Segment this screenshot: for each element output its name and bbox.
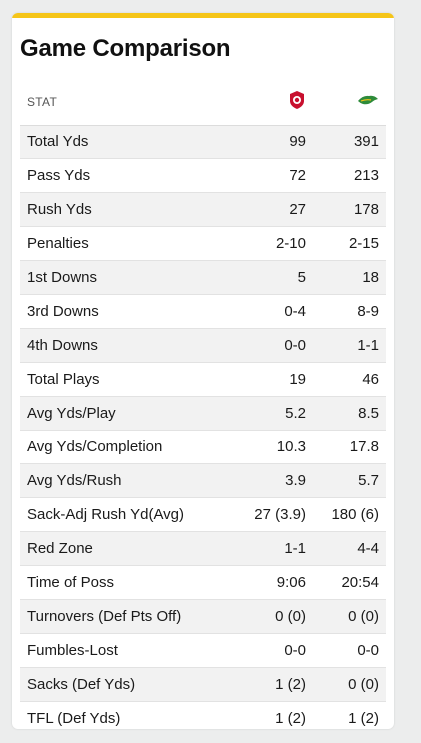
stat-label: Sack-Adj Rush Yd(Avg) — [20, 497, 226, 533]
team2-value: 1-1 — [306, 328, 386, 363]
table-row: Rush Yds 27 178 — [20, 192, 386, 228]
comparison-table: STAT — [20, 79, 386, 729]
stat-label: Pass Yds — [20, 158, 226, 194]
team1-value: 0 (0) — [226, 599, 306, 634]
team1-value: 72 — [226, 158, 306, 194]
team1-value: 1 (2) — [226, 667, 306, 702]
team1-value: 27 (3.9) — [226, 497, 306, 533]
table-row: 3rd Downs 0-4 8-9 — [20, 294, 386, 329]
team2-value: 8.5 — [306, 396, 386, 431]
team2-value: 0 (0) — [306, 599, 386, 634]
table-row: Avg Yds/Play 5.2 8.5 — [20, 396, 386, 431]
stat-label: Penalties — [20, 226, 226, 262]
table-row: 4th Downs 0-0 1-1 — [20, 328, 386, 363]
table-row: Red Zone 1-1 4-4 — [20, 531, 386, 567]
stat-label: Rush Yds — [20, 192, 226, 228]
team1-value: 9:06 — [226, 565, 306, 600]
team1-value: 10.3 — [226, 430, 306, 465]
table-row: Penalties 2-10 2-15 — [20, 226, 386, 262]
team1-value: 19 — [226, 362, 306, 397]
team2-value: 18 — [306, 260, 386, 295]
stat-label: 1st Downs — [20, 260, 226, 295]
team2-value: 391 — [306, 125, 386, 160]
team2-logo-icon — [357, 93, 379, 110]
team1-value: 0-0 — [226, 328, 306, 363]
stat-label: Time of Poss — [20, 565, 226, 600]
team2-value: 8-9 — [306, 294, 386, 329]
table-row: Total Yds 99 391 — [20, 125, 386, 160]
stat-label: 3rd Downs — [20, 294, 226, 329]
table-row: 1st Downs 5 18 — [20, 260, 386, 295]
team1-column-header — [226, 79, 306, 126]
stat-label: TFL (Def Yds) — [20, 701, 226, 729]
team2-value: 178 — [306, 192, 386, 228]
team2-value: 180 (6) — [306, 497, 386, 533]
team2-value: 0-0 — [306, 633, 386, 668]
team2-value: 2-15 — [306, 226, 386, 262]
table-row: Sack-Adj Rush Yd(Avg) 27 (3.9) 180 (6) — [20, 497, 386, 533]
team1-value: 2-10 — [226, 226, 306, 262]
team1-value: 5.2 — [226, 396, 306, 431]
stat-column-header: STAT — [20, 79, 226, 126]
team2-value: 1 (2) — [306, 701, 386, 729]
stat-label: Fumbles-Lost — [20, 633, 226, 668]
table-row: Turnovers (Def Pts Off) 0 (0) 0 (0) — [20, 599, 386, 634]
accent-bar — [12, 13, 394, 18]
table-row: Avg Yds/Completion 10.3 17.8 — [20, 430, 386, 465]
stat-label: Turnovers (Def Pts Off) — [20, 599, 226, 634]
team2-value: 17.8 — [306, 430, 386, 465]
team1-value: 1-1 — [226, 531, 306, 567]
table-row: Fumbles-Lost 0-0 0-0 — [20, 633, 386, 668]
page-title: Game Comparison — [20, 35, 231, 62]
team1-value: 5 — [226, 260, 306, 295]
team2-value: 20:54 — [306, 565, 386, 600]
team2-value: 46 — [306, 362, 386, 397]
stat-label: Avg Yds/Play — [20, 396, 226, 431]
team2-value: 4-4 — [306, 531, 386, 567]
team1-logo-icon — [288, 90, 306, 113]
stat-label: Red Zone — [20, 531, 226, 567]
table-row: Total Plays 19 46 — [20, 362, 386, 397]
game-comparison-card: Game Comparison STAT — [12, 13, 394, 729]
stat-label: 4th Downs — [20, 328, 226, 363]
team1-value: 99 — [226, 125, 306, 160]
table-row: Time of Poss 9:06 20:54 — [20, 565, 386, 600]
stat-label: Avg Yds/Completion — [20, 430, 226, 465]
team1-value: 3.9 — [226, 463, 306, 499]
team1-value: 27 — [226, 192, 306, 228]
table-header-row: STAT — [20, 79, 386, 126]
stat-label: Sacks (Def Yds) — [20, 667, 226, 702]
team1-value: 0-0 — [226, 633, 306, 668]
table-row: Pass Yds 72 213 — [20, 158, 386, 194]
table-row: Avg Yds/Rush 3.9 5.7 — [20, 463, 386, 499]
stat-label: Total Yds — [20, 125, 226, 160]
table-row: TFL (Def Yds) 1 (2) 1 (2) — [20, 701, 386, 729]
stat-label: Total Plays — [20, 362, 226, 397]
stat-label: Avg Yds/Rush — [20, 463, 226, 499]
team1-value: 0-4 — [226, 294, 306, 329]
team2-value: 0 (0) — [306, 667, 386, 702]
team1-value: 1 (2) — [226, 701, 306, 729]
table-row: Sacks (Def Yds) 1 (2) 0 (0) — [20, 667, 386, 702]
team2-value: 5.7 — [306, 463, 386, 499]
team2-column-header — [306, 79, 386, 126]
team2-value: 213 — [306, 158, 386, 194]
